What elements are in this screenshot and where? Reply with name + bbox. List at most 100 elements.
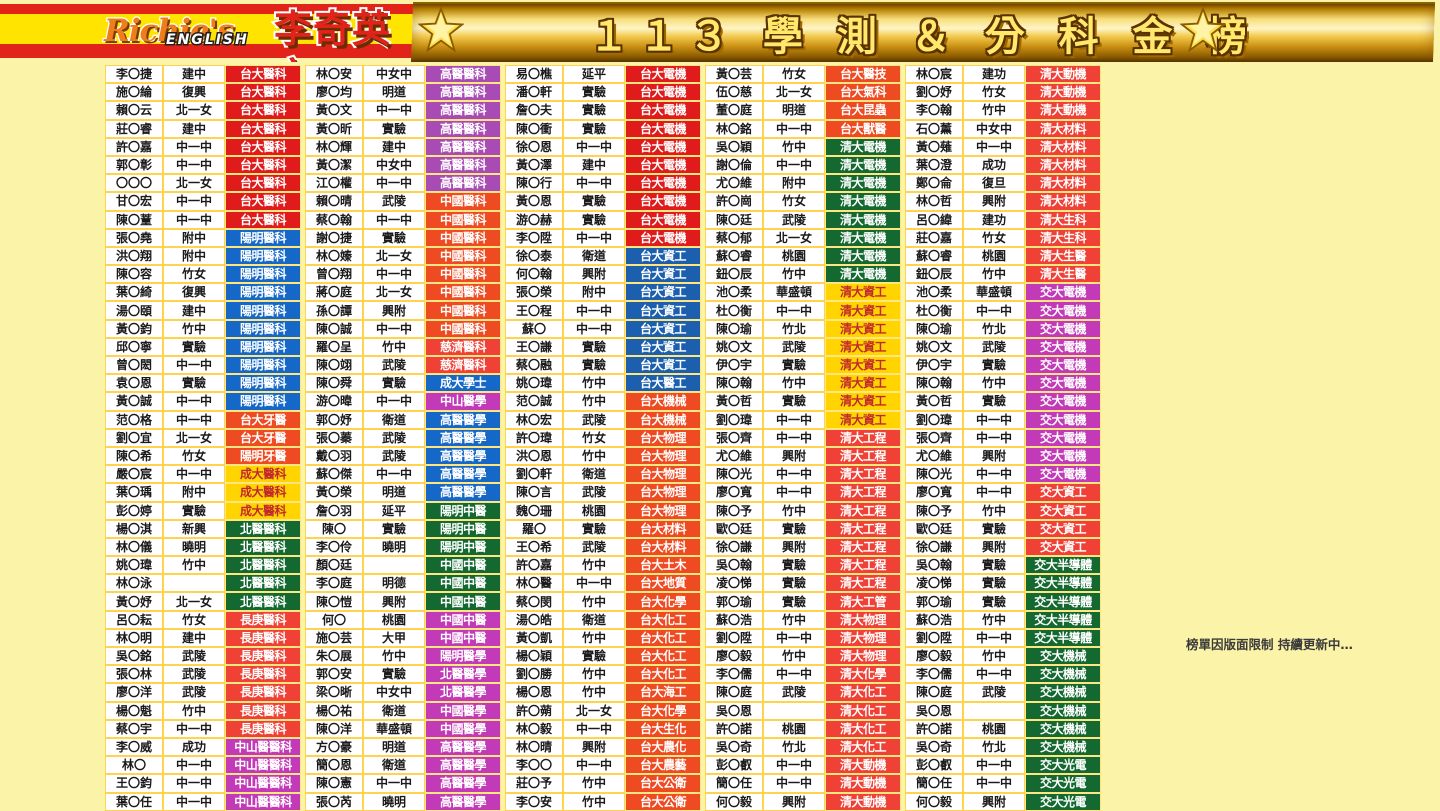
high-school-cell: 竹中 [563, 665, 625, 684]
student-name-cell: 黃〇榮 [305, 483, 363, 502]
department-badge: 交大半導體 [1025, 556, 1101, 575]
department-badge: 清大工程 [825, 446, 901, 466]
department-badge: 中山醫醫科 [225, 756, 301, 775]
high-school-cell: 中一中 [163, 792, 225, 811]
high-school-cell: 中女中 [963, 119, 1025, 138]
department-badge: 交大光電 [1025, 774, 1101, 793]
high-school-cell: 桃園 [763, 246, 825, 266]
table-row: 吳〇穎 竹中 清大電機 [705, 137, 901, 156]
high-school-cell: 中一中 [763, 774, 825, 793]
student-name-cell: 姚〇文 [705, 337, 763, 356]
table-row: 陳〇廷 武陵 清大電機 [705, 210, 901, 229]
table-row: 劉〇瑋 中一中 交大電機 [905, 410, 1101, 429]
department-badge: 陽明醫學 [425, 647, 501, 666]
high-school-cell [963, 701, 1025, 720]
student-name-cell: 蔡〇郁 [705, 228, 763, 247]
student-name-cell: 詹〇羽 [305, 501, 363, 520]
student-name-cell: 林〇銘 [705, 119, 763, 138]
student-name-cell: 羅〇呈 [305, 337, 363, 356]
high-school-cell: 中一中 [163, 756, 225, 775]
student-name-cell: 陳〇行 [505, 174, 563, 193]
department-badge: 高醫醫科 [425, 155, 501, 175]
high-school-cell: 竹中 [163, 556, 225, 575]
table-row: 蘇〇浩 竹中 清大物理 [705, 610, 901, 629]
table-row: 彭〇叡 中一中 交大光電 [905, 756, 1101, 775]
table-row: 簡〇任 中一中 交大光電 [905, 774, 1101, 793]
high-school-cell: 武陵 [163, 683, 225, 702]
table-row: 楊〇魁 竹中 長庚醫科 [105, 701, 301, 720]
table-row: 黃〇凱 竹中 台大化工 [505, 628, 701, 647]
department-badge: 清大化工 [825, 737, 901, 757]
student-name-cell: 謝〇捷 [305, 228, 363, 247]
table-row: 陳〇庭 武陵 清大化工 [705, 683, 901, 702]
department-badge: 台大醫科 [225, 174, 301, 193]
high-school-cell: 竹中 [163, 701, 225, 720]
high-school-cell: 竹中 [963, 101, 1025, 120]
high-school-cell: 建功 [963, 210, 1025, 229]
student-name-cell: 廖〇毅 [905, 647, 963, 666]
table-row: 甘〇宏 中一中 台大醫科 [105, 192, 301, 211]
high-school-cell: 武陵 [363, 192, 425, 211]
table-row: 〇〇〇 北一女 台大醫科 [105, 174, 301, 193]
student-name-cell: 李〇庭 [305, 574, 363, 593]
high-school-cell: 實驗 [563, 647, 625, 666]
table-row: 劉〇陞 中一中 交大半導體 [905, 628, 1101, 647]
department-badge: 清大生醫 [1025, 246, 1101, 266]
high-school-cell: 竹女 [963, 228, 1025, 247]
department-badge: 台大牙醫 [225, 410, 301, 429]
student-name-cell: 蔣〇庭 [305, 283, 363, 302]
table-row: 黃〇潔 中女中 高醫醫科 [305, 155, 501, 175]
department-badge: 清大電機 [825, 155, 901, 175]
table-row: 廖〇寬 中一中 清大工程 [705, 483, 901, 502]
high-school-cell: 中一中 [363, 210, 425, 229]
table-row: 陳〇衝 實驗 台大電機 [505, 119, 701, 138]
high-school-cell: 建中 [163, 65, 225, 84]
student-name-cell: 楊〇淇 [105, 519, 163, 538]
student-name-cell: 〇〇〇 [105, 174, 163, 193]
department-badge: 陽明醫科 [225, 319, 301, 338]
student-name-cell: 池〇柔 [905, 283, 963, 302]
table-row: 黃〇哲 實驗 清大資工 [705, 392, 901, 411]
high-school-cell: 北一女 [163, 428, 225, 447]
table-row: 陳〇予 竹中 清大工程 [705, 501, 901, 520]
student-name-cell: 范〇誠 [505, 392, 563, 411]
department-badge: 中國醫科 [425, 228, 501, 247]
student-name-cell: 廖〇寬 [705, 483, 763, 502]
student-name-cell: 劉〇瑋 [705, 410, 763, 429]
department-badge: 清大資工 [825, 410, 901, 429]
high-school-cell: 竹中 [563, 446, 625, 466]
department-badge: 台大資工 [625, 283, 701, 302]
student-name-cell: 楊〇穎 [505, 647, 563, 666]
table-row: 朱〇展 竹中 陽明醫學 [305, 647, 501, 666]
department-badge: 台大電機 [625, 155, 701, 175]
high-school-cell: 中一中 [963, 301, 1025, 320]
table-row: 廖〇均 明道 高醫醫科 [305, 83, 501, 102]
table-row: 李〇〇 中一中 台大農藝 [505, 756, 701, 775]
student-name-cell: 姚〇文 [905, 337, 963, 356]
department-badge: 陽明醫科 [225, 374, 301, 393]
student-name-cell: 郭〇彰 [105, 155, 163, 175]
table-row: 林〇泳 北醫醫科 [105, 574, 301, 593]
student-name-cell: 徐〇謙 [705, 537, 763, 557]
department-badge: 交大機械 [1025, 701, 1101, 720]
high-school-cell: 中一中 [363, 319, 425, 338]
table-row: 陳〇誠 中一中 中國醫科 [305, 319, 501, 338]
department-badge: 高醫醫科 [425, 65, 501, 84]
department-badge: 中國醫學 [425, 719, 501, 738]
table-row: 陳〇光 中一中 清大工程 [705, 465, 901, 484]
department-badge: 台大電機 [625, 137, 701, 156]
high-school-cell: 衛道 [563, 610, 625, 629]
high-school-cell: 實驗 [563, 83, 625, 102]
student-name-cell: 施〇芸 [305, 628, 363, 647]
department-badge: 交大電機 [1025, 392, 1101, 411]
footer-note: 榜單因版面限制 持續更新中… [1186, 637, 1353, 652]
student-name-cell: 黃〇昕 [305, 119, 363, 138]
department-badge: 台大地質 [625, 574, 701, 593]
table-row: 姚〇瑋 竹中 台大醫工 [505, 374, 701, 393]
department-badge: 台大氣科 [825, 83, 901, 102]
department-badge: 台大公衛 [625, 774, 701, 793]
department-badge: 清大資工 [825, 374, 901, 393]
high-school-cell: 中一中 [163, 410, 225, 429]
department-badge: 交大電機 [1025, 374, 1101, 393]
